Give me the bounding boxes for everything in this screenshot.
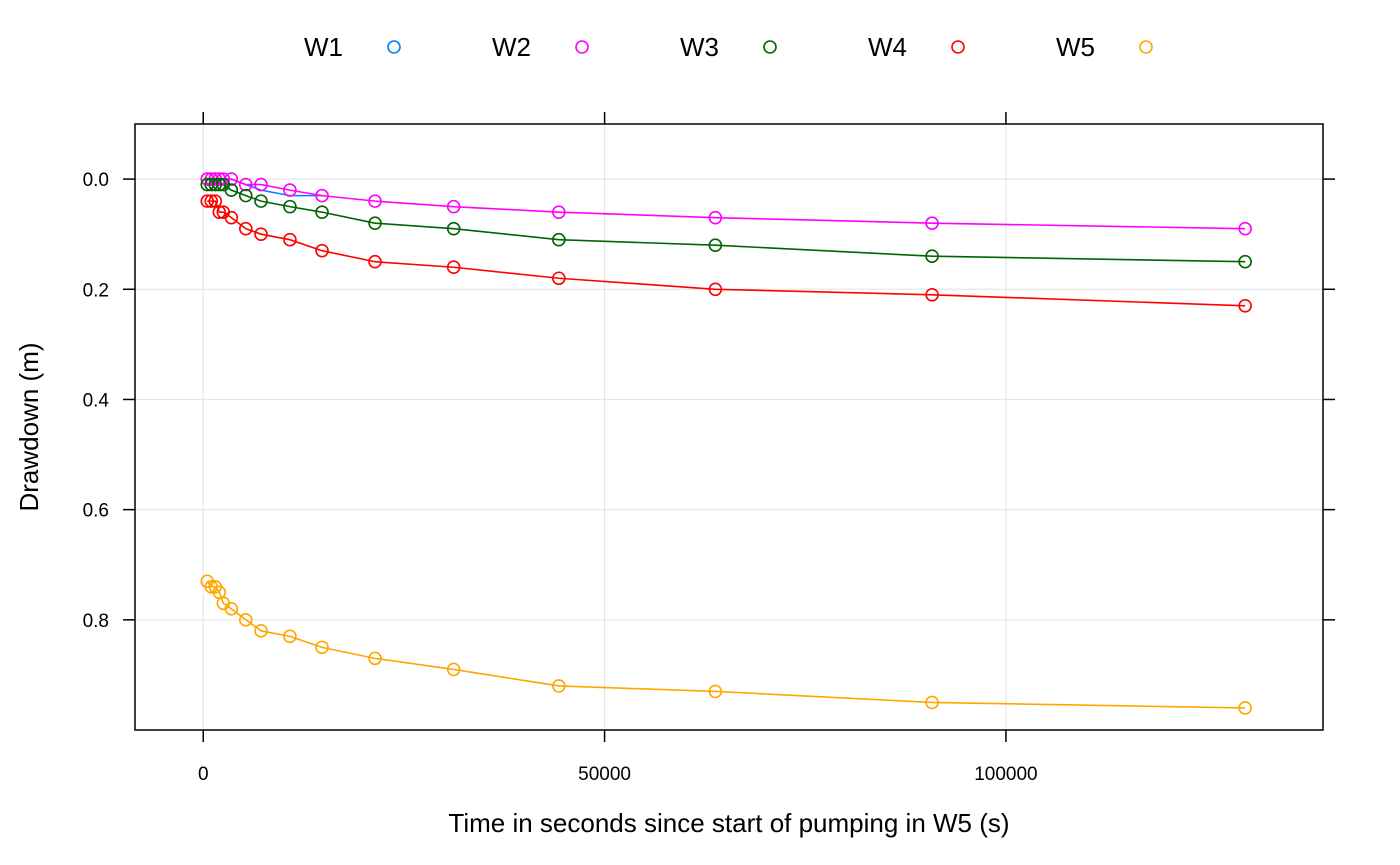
series-line-w4	[207, 200, 1246, 307]
data-point-w3	[708, 238, 723, 252]
y-tick-label: 0.8	[83, 611, 109, 632]
y-tick-label: 0.6	[83, 501, 109, 522]
data-point-w3	[224, 183, 239, 197]
data-point-w3	[212, 177, 227, 192]
data-point-w4	[200, 194, 215, 208]
legend-marker-w2	[575, 40, 589, 54]
data-point-w2	[238, 177, 253, 192]
data-point-w4	[224, 210, 239, 225]
data-point-w5	[552, 679, 566, 693]
data-point-w4	[925, 287, 939, 302]
series-line-w5	[206, 580, 1246, 709]
legend-label-w2: W2	[492, 32, 531, 62]
data-point-w4	[708, 282, 723, 297]
data-point-w4	[283, 232, 297, 247]
data-point-w3	[925, 249, 939, 264]
data-point-w3	[283, 199, 297, 214]
data-point-w3	[368, 216, 382, 230]
data-point-w3	[1238, 254, 1252, 269]
data-point-w2	[552, 205, 566, 219]
data-point-w2	[925, 216, 939, 230]
x-tick-label: 50000	[578, 764, 631, 785]
legend-marker-w1	[387, 40, 401, 54]
data-point-w5	[1238, 701, 1252, 715]
legend-label-w1: W1	[304, 32, 343, 62]
y-axis-title: Drawdown (m)	[14, 342, 44, 511]
data-point-w2	[1238, 221, 1252, 236]
data-point-w2	[254, 177, 268, 192]
x-tick-label: 100000	[974, 764, 1037, 785]
data-point-w3	[315, 205, 329, 219]
data-point-w4	[446, 260, 461, 275]
y-tick-label: 0.4	[83, 390, 110, 411]
data-point-w4	[1238, 298, 1252, 313]
data-point-w5	[708, 684, 723, 699]
data-point-w5	[315, 640, 329, 655]
legend-label-w3: W3	[680, 32, 719, 62]
data-point-w3	[552, 232, 566, 247]
x-tick-label: 0	[198, 764, 209, 785]
data-point-w5	[925, 695, 939, 710]
data-point-w4	[315, 243, 329, 258]
data-point-w5	[238, 613, 253, 627]
legend-marker-w4	[951, 40, 965, 54]
y-tick-label: 0.0	[83, 170, 109, 191]
data-point-w2	[315, 188, 329, 203]
data-point-w3	[446, 221, 461, 236]
legend-label-w4: W4	[868, 32, 907, 62]
series-line-w3	[207, 183, 1246, 263]
series-lines	[206, 178, 1246, 709]
data-point-w4	[368, 254, 382, 269]
data-point-w5	[368, 651, 382, 666]
data-point-w5	[254, 624, 268, 638]
legend-marker-w3	[763, 40, 777, 54]
data-point-w2	[446, 199, 461, 214]
legend-marker-w5	[1139, 40, 1153, 54]
x-axis-title: Time in seconds since start of pumping i…	[448, 808, 1009, 838]
data-point-w5	[283, 629, 297, 644]
data-point-w5	[446, 662, 461, 677]
data-point-w5	[224, 601, 239, 616]
data-point-w2	[368, 194, 382, 208]
data-point-w3	[254, 194, 268, 208]
legend-label-w5: W5	[1056, 32, 1095, 62]
data-point-w4	[238, 221, 253, 236]
axis-tick-labels: 0 50000 100000 0.0 0.2 0.4 0.6 0.8	[83, 170, 1038, 785]
series-points	[200, 172, 1252, 715]
data-point-w4	[254, 227, 268, 241]
data-point-w2	[283, 183, 297, 197]
data-point-w4	[552, 271, 566, 286]
y-tick-label: 0.2	[83, 280, 109, 301]
data-point-w2	[708, 210, 723, 225]
legend: W1 W2 W3 W4 W5	[304, 32, 1153, 62]
data-point-w4	[204, 194, 219, 208]
grid-lines	[135, 124, 1323, 730]
data-point-w3	[238, 188, 253, 203]
axis-ticks	[123, 112, 1335, 742]
data-point-w4	[212, 205, 227, 219]
data-point-w3	[208, 177, 223, 192]
plot-frame	[134, 123, 1324, 731]
